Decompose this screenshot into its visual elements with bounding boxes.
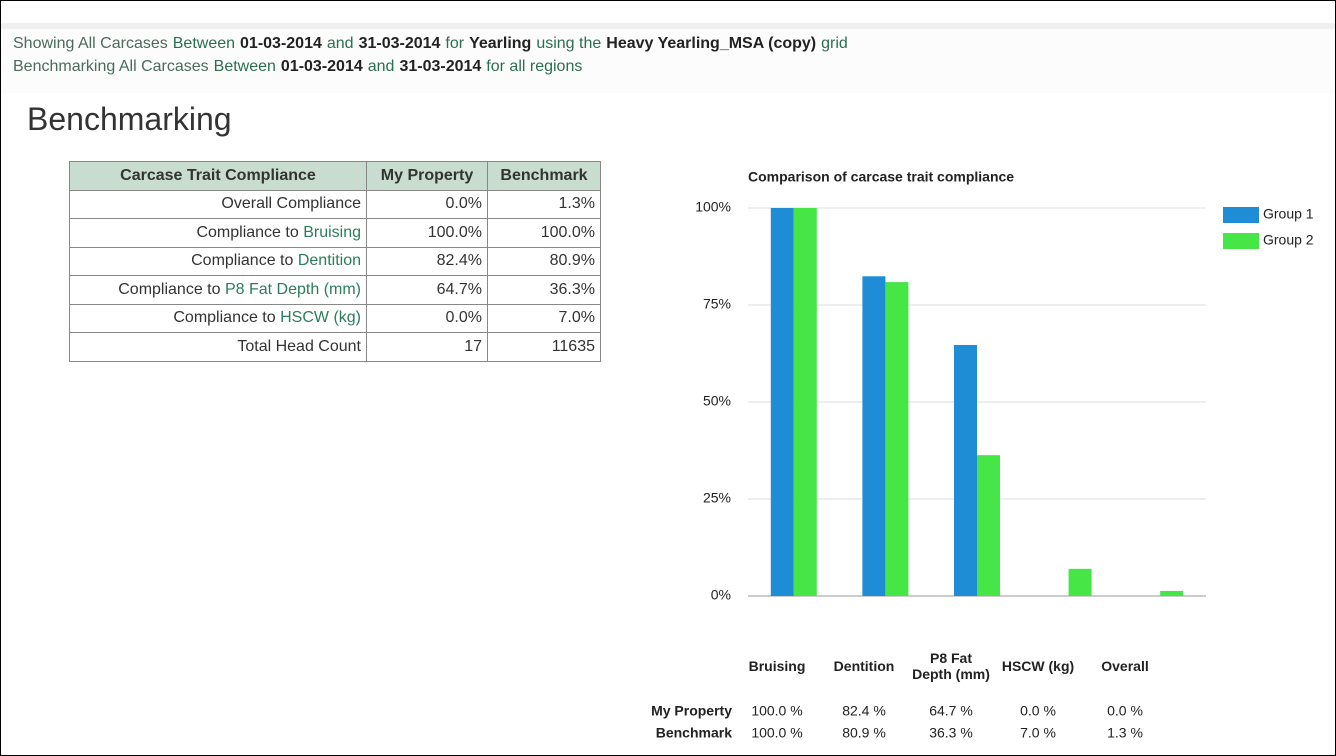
label-text: Compliance to	[118, 280, 221, 298]
data-table-value: 80.9 %	[842, 725, 886, 741]
trait-link: P8 Fat Depth (mm)	[224, 280, 361, 298]
bar	[885, 282, 909, 596]
y-tick-label: 0%	[711, 587, 731, 603]
header-row: Carcase Trait Compliance My Property Bench…	[69, 161, 601, 191]
data-table-value: 1.3 %	[1107, 725, 1143, 741]
y-tick-label: 25%	[703, 490, 731, 506]
header-segment: Heavy Yearling_MSA (copy)	[606, 35, 817, 52]
bar	[793, 208, 817, 596]
label-text: Compliance to	[196, 223, 299, 241]
compliance-table: Carcase Trait Compliance My Property Bench…	[69, 161, 601, 362]
legend-label: Group 1	[1263, 206, 1314, 222]
trait-link: HSCW (kg)	[280, 309, 361, 327]
table-row: Total Head Count 17 11635	[69, 332, 601, 362]
x-tick-label: Overall	[1101, 658, 1149, 674]
bar	[1068, 568, 1092, 596]
data-table-row-label: Benchmark	[656, 725, 732, 741]
x-tick-label: Bruising	[748, 658, 806, 674]
label-text: Total Head Count	[237, 337, 361, 355]
data-table-value: 0.0 %	[1020, 703, 1056, 719]
header-line: Showing All Carcases Between 01-03-2014 and…	[13, 35, 853, 53]
data-table-value: 82.4 %	[842, 703, 886, 719]
table-row: Compliance to P8 Fat Depth (mm) 64.7% 36.3…	[69, 275, 601, 305]
table-row: Overall Compliance 0.0% 1.3%	[69, 189, 601, 219]
row-label: Total Head Count	[69, 332, 367, 362]
header-segment: for	[445, 35, 465, 52]
header-segment: Yearling	[469, 35, 532, 52]
data-table-value: 100.0 %	[751, 725, 802, 741]
header-segment: grid	[821, 35, 848, 52]
header-segment: for all regions	[486, 58, 583, 75]
benchmark-cell: 1.3%	[487, 189, 601, 219]
header-segment: Between	[172, 35, 236, 52]
my-property-cell: 64.7%	[366, 275, 488, 305]
data-table-value: 7.0 %	[1020, 725, 1056, 741]
data-table-value: 36.3 %	[929, 725, 973, 741]
column-header: My Property	[366, 161, 488, 191]
data-table-value: 0.0 %	[1107, 703, 1143, 719]
data-table-value: 64.7 %	[929, 703, 973, 719]
data-table-row-label: My Property	[651, 703, 732, 719]
bar	[977, 455, 1000, 596]
label-text: Compliance to	[173, 309, 276, 327]
bar	[862, 276, 886, 596]
table-row: Compliance to Dentition 82.4% 80.9%	[69, 246, 601, 276]
trait-link: Dentition	[297, 252, 361, 270]
header-segment: Between	[213, 58, 276, 75]
header-segment: 31-03-2014	[358, 35, 441, 52]
row-label: Compliance to Dentition	[69, 246, 367, 276]
header-segment: Showing All Carcases	[13, 35, 168, 52]
heading: Benchmarking	[27, 101, 232, 137]
row-label: Compliance to Bruising	[69, 218, 367, 248]
bar	[954, 344, 977, 596]
legend-label: Group 2	[1263, 232, 1314, 248]
data-table-value: 100.0 %	[751, 703, 802, 719]
label-text: Compliance to	[191, 252, 294, 270]
benchmark-cell: 100.0%	[487, 218, 601, 248]
x-tick-label: Dentition	[833, 658, 895, 674]
bar	[770, 208, 794, 596]
legend-swatch	[1223, 233, 1259, 249]
header-segment: 31-03-2014	[399, 58, 482, 75]
legend-swatch	[1223, 207, 1259, 223]
header-segment: 01-03-2014	[240, 35, 322, 52]
my-property-cell: 0.0%	[366, 189, 488, 219]
column-header: Carcase Trait Compliance	[69, 161, 367, 191]
benchmark-cell: 11635	[487, 332, 601, 362]
row-label: Overall Compliance	[69, 189, 367, 219]
header-segment: using the	[536, 35, 602, 52]
header-segment: and	[326, 35, 354, 52]
table-row: Compliance to Bruising 100.0% 100.0%	[69, 218, 601, 248]
bar	[1160, 590, 1184, 596]
x-tick-label: P8 Fat Depth (mm)	[912, 650, 990, 682]
my-property-cell: 82.4%	[366, 246, 488, 276]
y-tick-label: 50%	[703, 393, 731, 409]
header-segment: and	[367, 58, 395, 75]
chart-title: Comparison of carcase trait compliance	[748, 169, 1014, 185]
x-tick-label: HSCW (kg)	[1001, 658, 1075, 674]
y-tick-label: 100%	[695, 199, 731, 215]
my-property-cell: 0.0%	[366, 303, 488, 333]
header: Showing All Carcases Between 01-03-2014 and…	[1, 23, 1335, 93]
row-label: Compliance to P8 Fat Depth (mm)	[69, 275, 367, 305]
column-header: Benchmark	[487, 161, 601, 191]
trait-link: Bruising	[303, 223, 361, 241]
label-text: Overall Compliance	[221, 195, 361, 213]
y-tick-label: 75%	[703, 296, 731, 312]
header-segment: 01-03-2014	[280, 58, 363, 75]
header-segment: Benchmarking All Carcases	[13, 58, 209, 75]
header-line: Benchmarking All Carcases Between 01-03-20…	[13, 58, 587, 76]
